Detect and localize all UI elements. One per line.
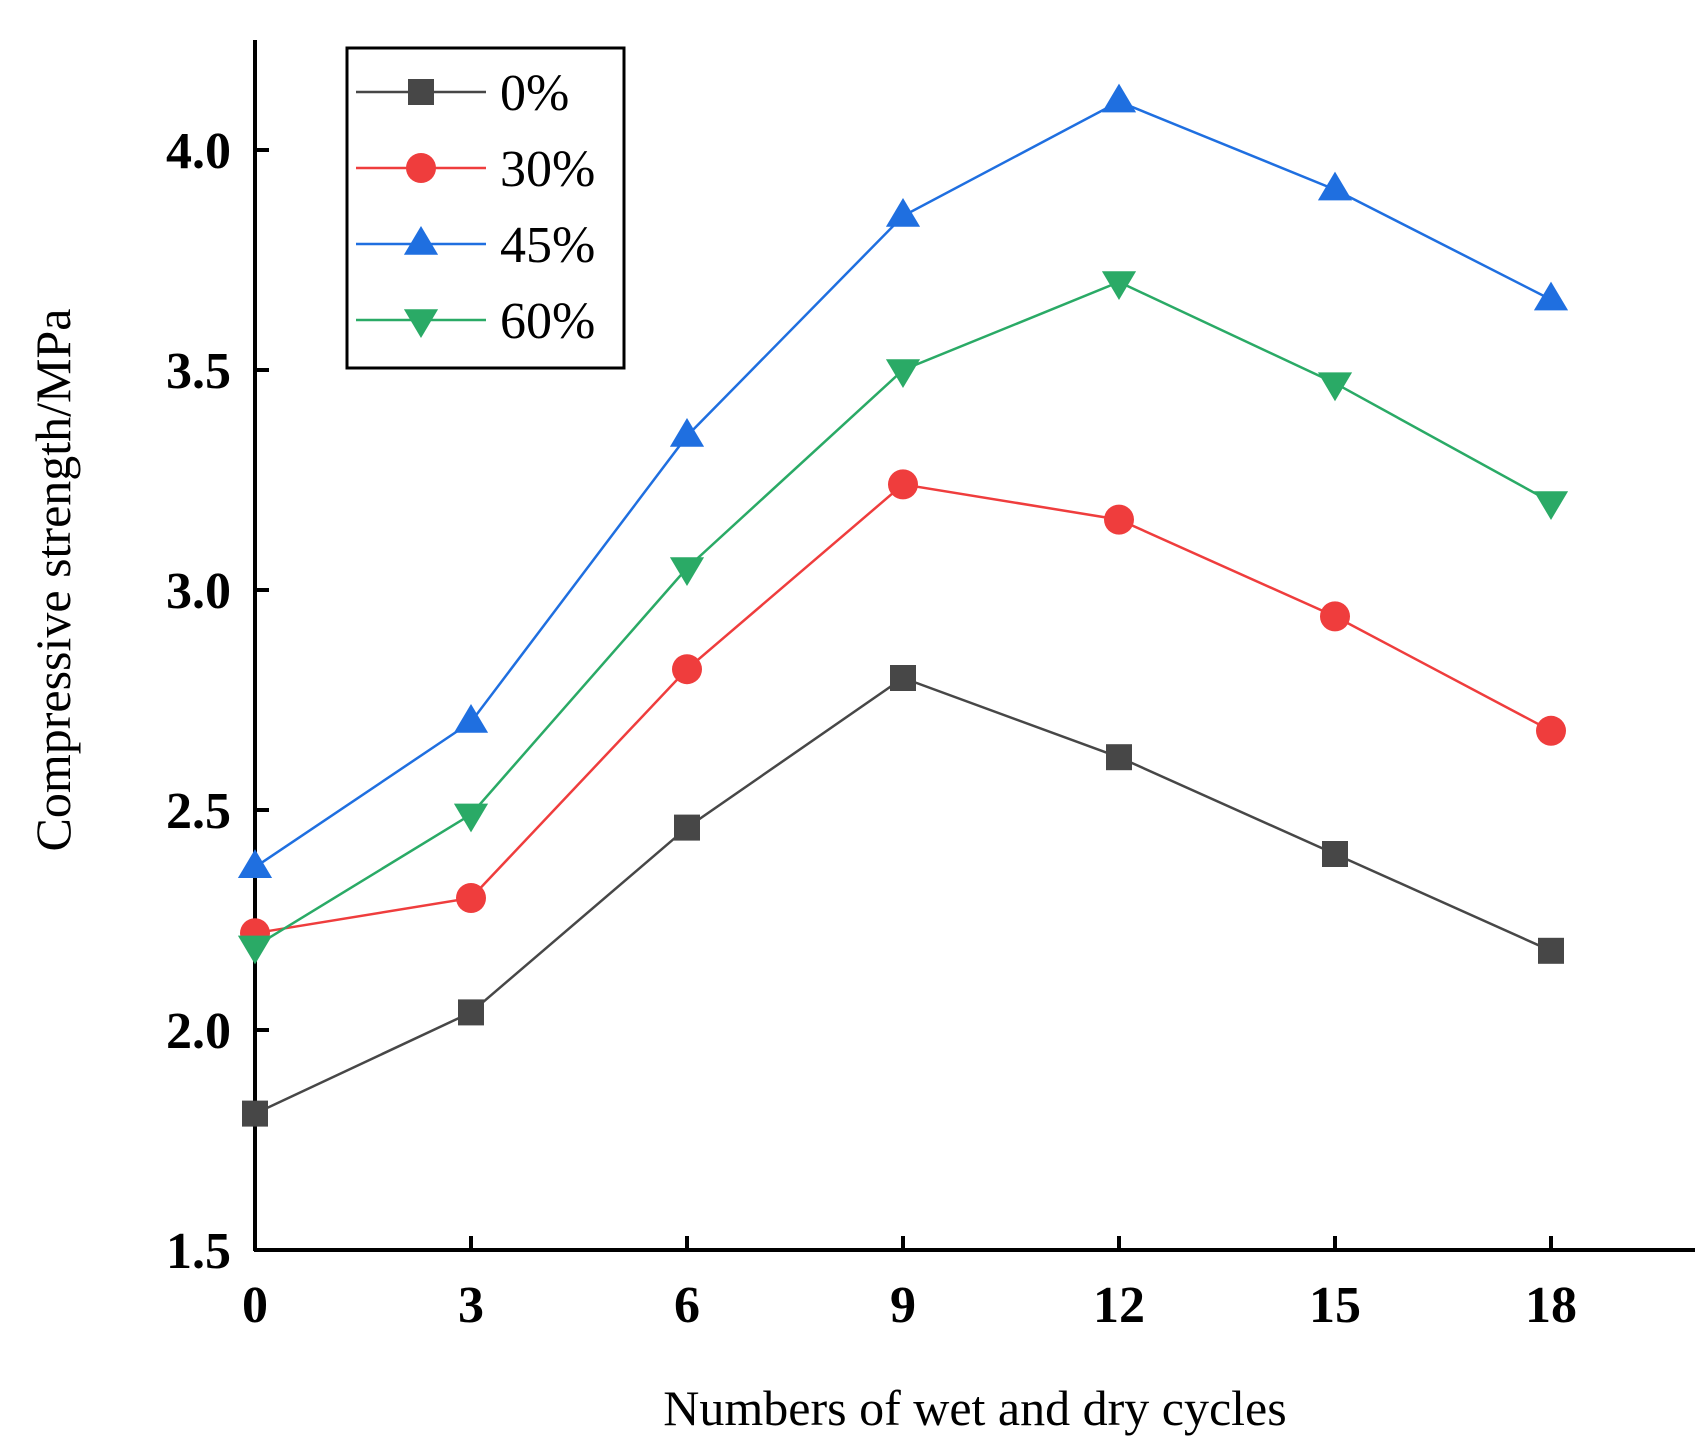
x-axis-title: Numbers of wet and dry cycles [663,1380,1286,1436]
data-point [1101,83,1137,113]
data-point [672,654,702,685]
data-point [406,153,436,183]
data-point [408,79,434,105]
data-point [237,935,273,965]
data-point [1538,937,1564,964]
y-tick-label: 3.0 [166,563,231,620]
data-point [1317,171,1353,201]
series-layer [237,83,1569,1127]
data-point [1101,271,1137,300]
legend-label: 0% [500,65,569,122]
data-point [237,849,273,878]
y-tick-label: 2.0 [166,1003,231,1060]
data-point [674,814,700,841]
data-point [453,803,489,833]
legend-item: 60% [356,293,595,350]
x-tick-label: 0 [242,1277,268,1334]
x-tick-label: 15 [1309,1277,1361,1334]
y-tick-label: 3.5 [166,343,231,400]
legend-label: 45% [500,217,595,274]
x-tick-label: 12 [1093,1277,1145,1334]
data-point [403,226,439,255]
data-point [1322,841,1348,867]
y-tick-label: 4.0 [166,123,231,180]
data-point [456,883,486,913]
data-point [242,1100,268,1127]
y-tick-label: 2.5 [166,783,231,840]
data-point [669,557,705,586]
x-tick-label: 18 [1525,1277,1577,1334]
data-point [1536,715,1566,746]
series-0pct [242,665,1564,1127]
x-tick-label: 9 [890,1277,916,1334]
y-tick-label: 1.5 [166,1223,231,1280]
data-point [453,704,489,733]
legend-box [345,46,626,370]
series-60pct [237,271,1569,965]
data-point [885,359,921,388]
legend-item: 45% [356,217,595,274]
series-line [254,483,1552,935]
legend: 0% 30% 45% 60% [345,46,626,370]
data-point [885,198,921,227]
data-point [1533,491,1569,520]
legend-item: 30% [356,141,595,198]
data-point [403,309,439,338]
legend-label: 30% [500,141,595,198]
data-point [1320,601,1350,632]
data-point [1104,504,1134,535]
x-tick-label: 6 [674,1277,700,1334]
x-tick-label: 3 [458,1277,484,1334]
series-45pct [237,83,1569,878]
legend-label: 60% [500,293,595,350]
data-point [458,999,484,1026]
series-30pct [240,469,1566,949]
data-point [1317,372,1353,402]
data-point [1533,281,1569,311]
data-point [1106,744,1132,771]
axes: 0 3 6 9 12 15 18 1.5 2.0 2.5 3.0 3.5 4.0 [166,40,1695,1334]
data-point [669,418,705,447]
data-point [890,665,916,691]
data-point [888,469,918,500]
series-line [254,676,1552,1115]
legend-item: 0% [356,65,569,122]
y-axis-title: Compressive strength/MPa [25,308,81,851]
